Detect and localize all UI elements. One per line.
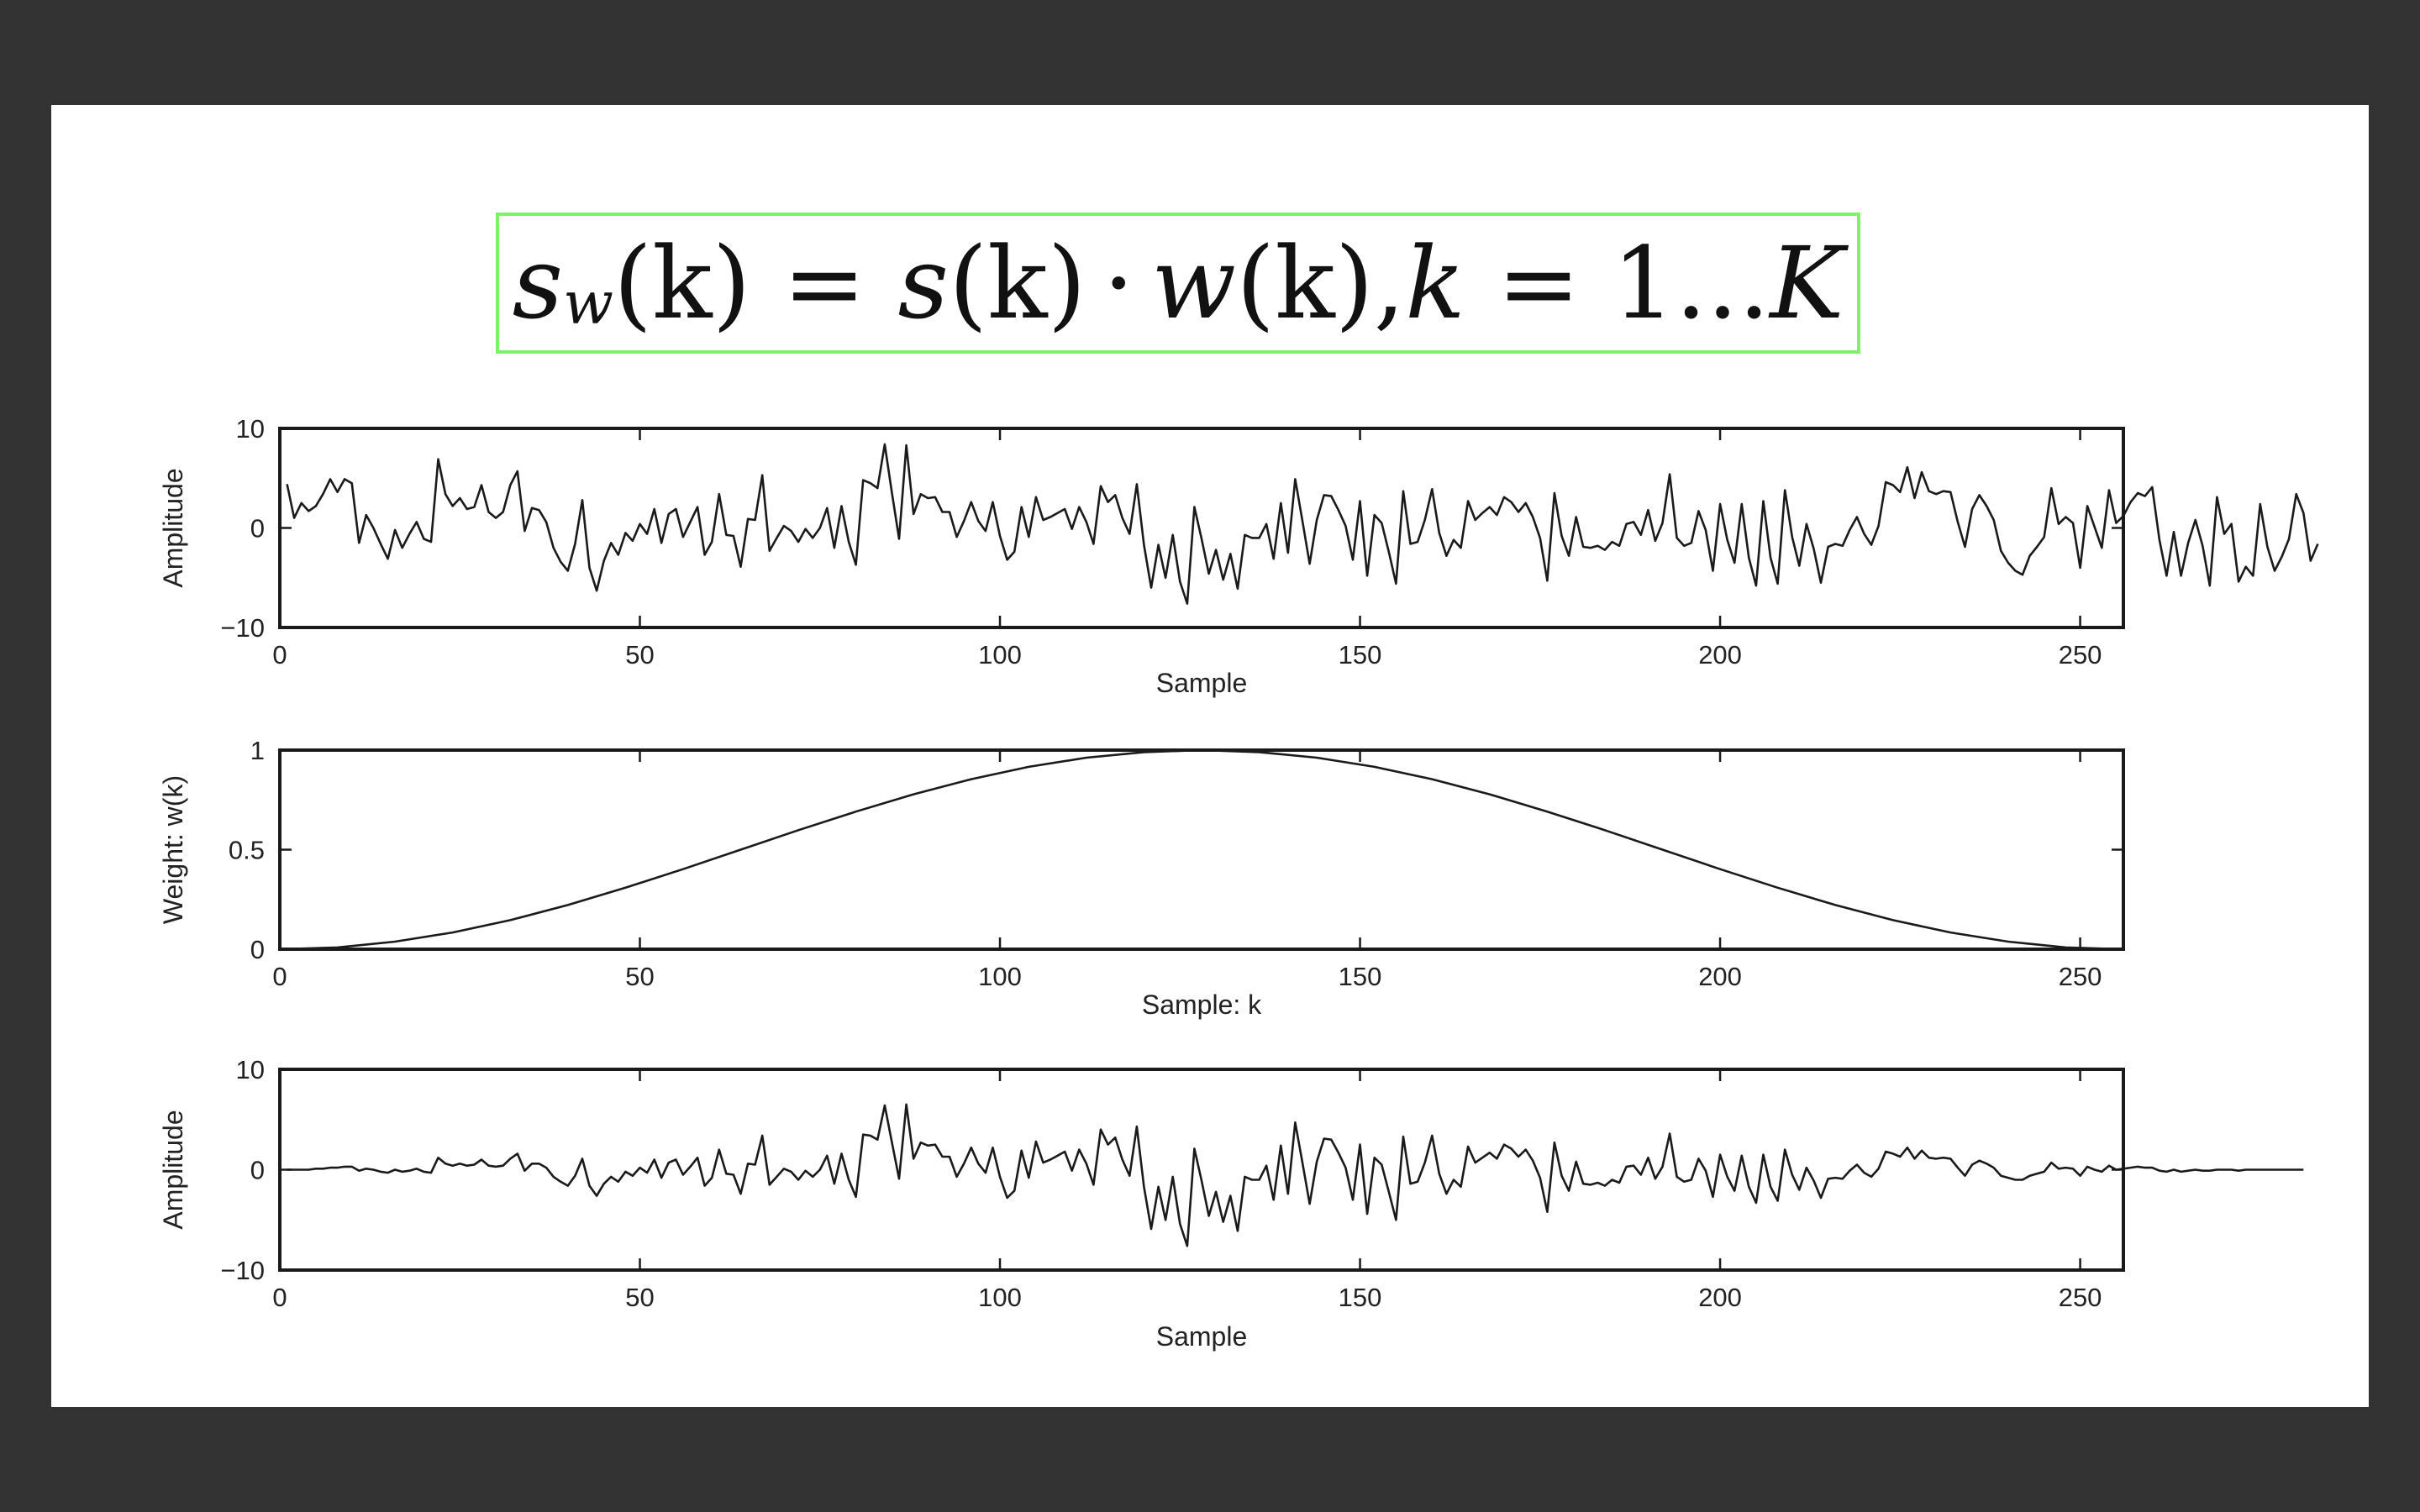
x-tick-label: 100: [978, 962, 1022, 991]
series-line-1: [286, 443, 2319, 605]
y-tick-label: 0.5: [229, 836, 265, 865]
formula-k: k: [1405, 225, 1465, 341]
y-tick-label: −10: [220, 613, 265, 643]
formula-equals: =: [782, 225, 866, 341]
formula-s: s: [512, 225, 564, 341]
x-tick-label: 200: [1698, 1283, 1742, 1312]
y-axis-label: Amplitude: [158, 1110, 188, 1229]
y-tick-label: 10: [236, 1055, 265, 1084]
x-tick-label: 0: [272, 962, 287, 991]
series-line-2: [279, 748, 2124, 951]
x-tick-label: 150: [1339, 962, 1382, 991]
x-tick-label: 0: [272, 640, 287, 669]
axes-frame: [278, 427, 2125, 629]
formula-w: w: [1151, 225, 1237, 341]
x-axis-label: Sample: [1156, 1321, 1248, 1352]
x-tick-label: 250: [2059, 962, 2102, 991]
formula-arg-2: (k),: [1236, 225, 1406, 341]
y-tick-label: 0: [250, 935, 265, 964]
formula-subscript-w: w: [563, 269, 614, 338]
x-axis-label: Sample: [1156, 668, 1248, 698]
x-tick-label: 50: [625, 962, 654, 991]
formula-range: 1...: [1612, 225, 1770, 341]
x-tick-label: 250: [2059, 1283, 2102, 1312]
formula-arg-1: (k): [949, 225, 1086, 341]
x-tick-label: 150: [1339, 640, 1382, 669]
x-tick-label: 100: [978, 1283, 1022, 1312]
x-tick-label: 0: [272, 1283, 287, 1312]
x-tick-label: 200: [1698, 640, 1742, 669]
y-axis-label: Amplitude: [158, 468, 188, 587]
y-tick-label: 0: [250, 1156, 265, 1185]
y-tick-label: 1: [250, 736, 265, 765]
formula-lhs-arg: (k): [613, 225, 751, 341]
formula-dot: ·: [1102, 225, 1135, 341]
x-tick-label: 150: [1339, 1283, 1382, 1312]
x-tick-label: 100: [978, 640, 1022, 669]
formula-equals-2: =: [1497, 225, 1581, 341]
chart-panel-2: 0 50 100 150 200 250 0 0.5 1 Sample: k Weight: w(k…: [158, 736, 2125, 1020]
x-tick-label: 50: [625, 640, 654, 669]
y-tick-label: 10: [236, 414, 265, 444]
x-tick-label: 200: [1698, 962, 1742, 991]
formula-box: s w (k) = s (k) · w (k), k = 1... K: [496, 213, 1860, 354]
y-axis-label: Weight: w(k): [158, 775, 188, 924]
axes-frame: [278, 1068, 2125, 1272]
axes-frame: [278, 748, 2125, 951]
series-line-3: [287, 1103, 2304, 1247]
x-tick-label: 50: [625, 1283, 654, 1312]
y-tick-label: 0: [250, 514, 265, 543]
y-tick-label: −10: [220, 1256, 265, 1285]
x-axis-label: Sample: k: [1142, 990, 1262, 1020]
formula-K: K: [1770, 225, 1844, 341]
x-tick-label: 250: [2059, 640, 2102, 669]
formula-s2: s: [897, 225, 950, 341]
